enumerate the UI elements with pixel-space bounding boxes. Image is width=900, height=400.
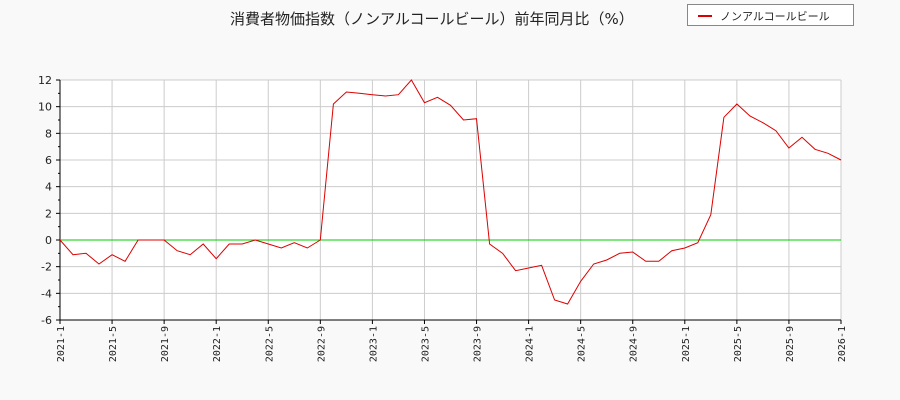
x-tick-label: 2023-1 [368, 326, 379, 362]
x-tick-label: 2021-9 [160, 326, 171, 362]
plot-area [60, 80, 841, 320]
x-tick-label: 2024-5 [577, 326, 588, 362]
x-tick-label: 2023-9 [473, 326, 484, 362]
y-tick-label: 8 [45, 127, 52, 140]
x-tick-label: 2025-5 [733, 326, 744, 362]
legend-swatch [698, 15, 712, 17]
x-tick-label: 2025-1 [681, 326, 692, 362]
series-line [59, 79, 842, 305]
x-tick-label: 2021-5 [108, 326, 119, 362]
x-tick-label: 2023-5 [420, 326, 431, 362]
x-tick-label: 2021-1 [56, 326, 67, 362]
legend-label: ノンアルコールビール [720, 10, 830, 23]
legend: ノンアルコールビール [687, 4, 854, 26]
y-tick-label: -4 [41, 287, 52, 300]
y-tick-label: 0 [45, 234, 52, 247]
y-tick-label: 4 [45, 181, 52, 194]
x-tick-label: 2022-5 [264, 326, 275, 362]
x-tick-label: 2024-9 [629, 326, 640, 362]
x-tick-label: 2024-1 [525, 326, 536, 362]
x-tick-label: 2026-1 [837, 326, 848, 362]
x-tick-label: 2022-9 [316, 326, 327, 362]
x-tick-label: 2022-1 [212, 326, 223, 362]
chart-title: 消費者物価指数（ノンアルコールビール）前年同月比（%） [230, 10, 634, 28]
y-tick-label: 12 [38, 74, 52, 87]
x-tick-label: 2025-9 [785, 326, 796, 362]
y-tick-label: -2 [41, 261, 52, 274]
y-tick-label: 6 [45, 154, 52, 167]
y-tick-label: -6 [41, 314, 52, 327]
y-tick-label: 10 [38, 101, 52, 114]
y-tick-label: 2 [45, 207, 52, 220]
